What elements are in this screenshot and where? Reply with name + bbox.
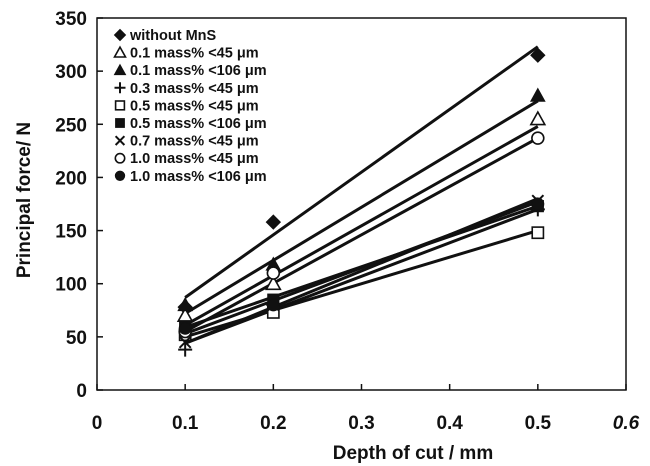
legend-marker	[115, 118, 125, 128]
data-point	[178, 342, 193, 357]
y-axis-title: Principal force/ N	[14, 122, 35, 278]
data-point	[531, 131, 545, 145]
legend-label: 0.1 mass% <106 μm	[130, 63, 267, 79]
legend-label: 0.5 mass% <45 μm	[130, 98, 259, 114]
legend-label: without MnS	[129, 28, 217, 44]
legend-marker	[113, 45, 127, 58]
x-tick-label: 0.3	[348, 413, 374, 434]
x-tick-label: 0.6	[613, 413, 640, 434]
legend-label: 0.5 mass% <106 μm	[130, 116, 267, 132]
data-point	[531, 197, 545, 211]
legend-label: 1.0 mass% <106 μm	[130, 169, 267, 185]
x-tick-label: 0.2	[260, 413, 286, 434]
legend-marker	[114, 82, 126, 94]
legend-marker	[113, 63, 127, 76]
data-point	[265, 214, 282, 230]
legend-label: 0.3 mass% <45 μm	[130, 81, 259, 97]
fit-line	[184, 99, 539, 315]
legend-label: 0.1 mass% <45 μm	[130, 46, 259, 62]
legend-label: 0.7 mass% <45 μm	[130, 134, 259, 150]
data-point	[530, 47, 546, 63]
x-tick-label: 0.4	[436, 413, 463, 434]
data-point	[266, 298, 280, 312]
y-tick-label: 250	[55, 115, 87, 136]
legend-marker	[114, 135, 126, 146]
data-markers	[176, 47, 547, 357]
x-tick-label: 0.5	[525, 413, 552, 434]
y-tick-label: 100	[55, 275, 87, 296]
legend-label: 1.0 mass% <45 μm	[130, 151, 259, 167]
data-point	[178, 335, 192, 349]
data-point	[177, 296, 194, 312]
y-tick-label: 200	[55, 168, 87, 189]
y-tick-label: 300	[55, 62, 87, 83]
fit-line	[184, 200, 539, 336]
x-tick-label: 0.1	[172, 413, 199, 434]
data-point	[529, 87, 546, 102]
legend-marker	[114, 152, 126, 164]
y-tick-label: 150	[55, 222, 87, 243]
y-axis: 0 50 100 150 200 250 300 350	[55, 9, 103, 402]
x-tick-label: 0	[92, 413, 103, 434]
y-tick-label: 350	[55, 9, 87, 30]
fit-line	[184, 125, 539, 327]
y-tick-label: 50	[66, 328, 87, 349]
legend-marker	[114, 170, 126, 181]
fit-line	[184, 45, 539, 299]
legend-marker	[113, 28, 127, 42]
x-axis-title: Depth of cut / mm	[333, 443, 493, 464]
data-point	[264, 275, 282, 291]
x-axis: 0 0.1 0.2 0.3 0.4 0.5 0.6	[92, 384, 640, 434]
data-point	[178, 321, 192, 335]
legend: without MnS 0.1 mass% <45 μm0.1 mass% <10…	[113, 28, 267, 185]
data-point	[531, 226, 545, 240]
fit-line	[184, 207, 539, 345]
legend-marker	[114, 100, 126, 111]
fit-lines	[184, 45, 539, 345]
data-point	[529, 110, 547, 126]
data-point	[266, 266, 281, 280]
fit-line	[184, 136, 539, 333]
y-tick-label: 0	[76, 381, 87, 402]
